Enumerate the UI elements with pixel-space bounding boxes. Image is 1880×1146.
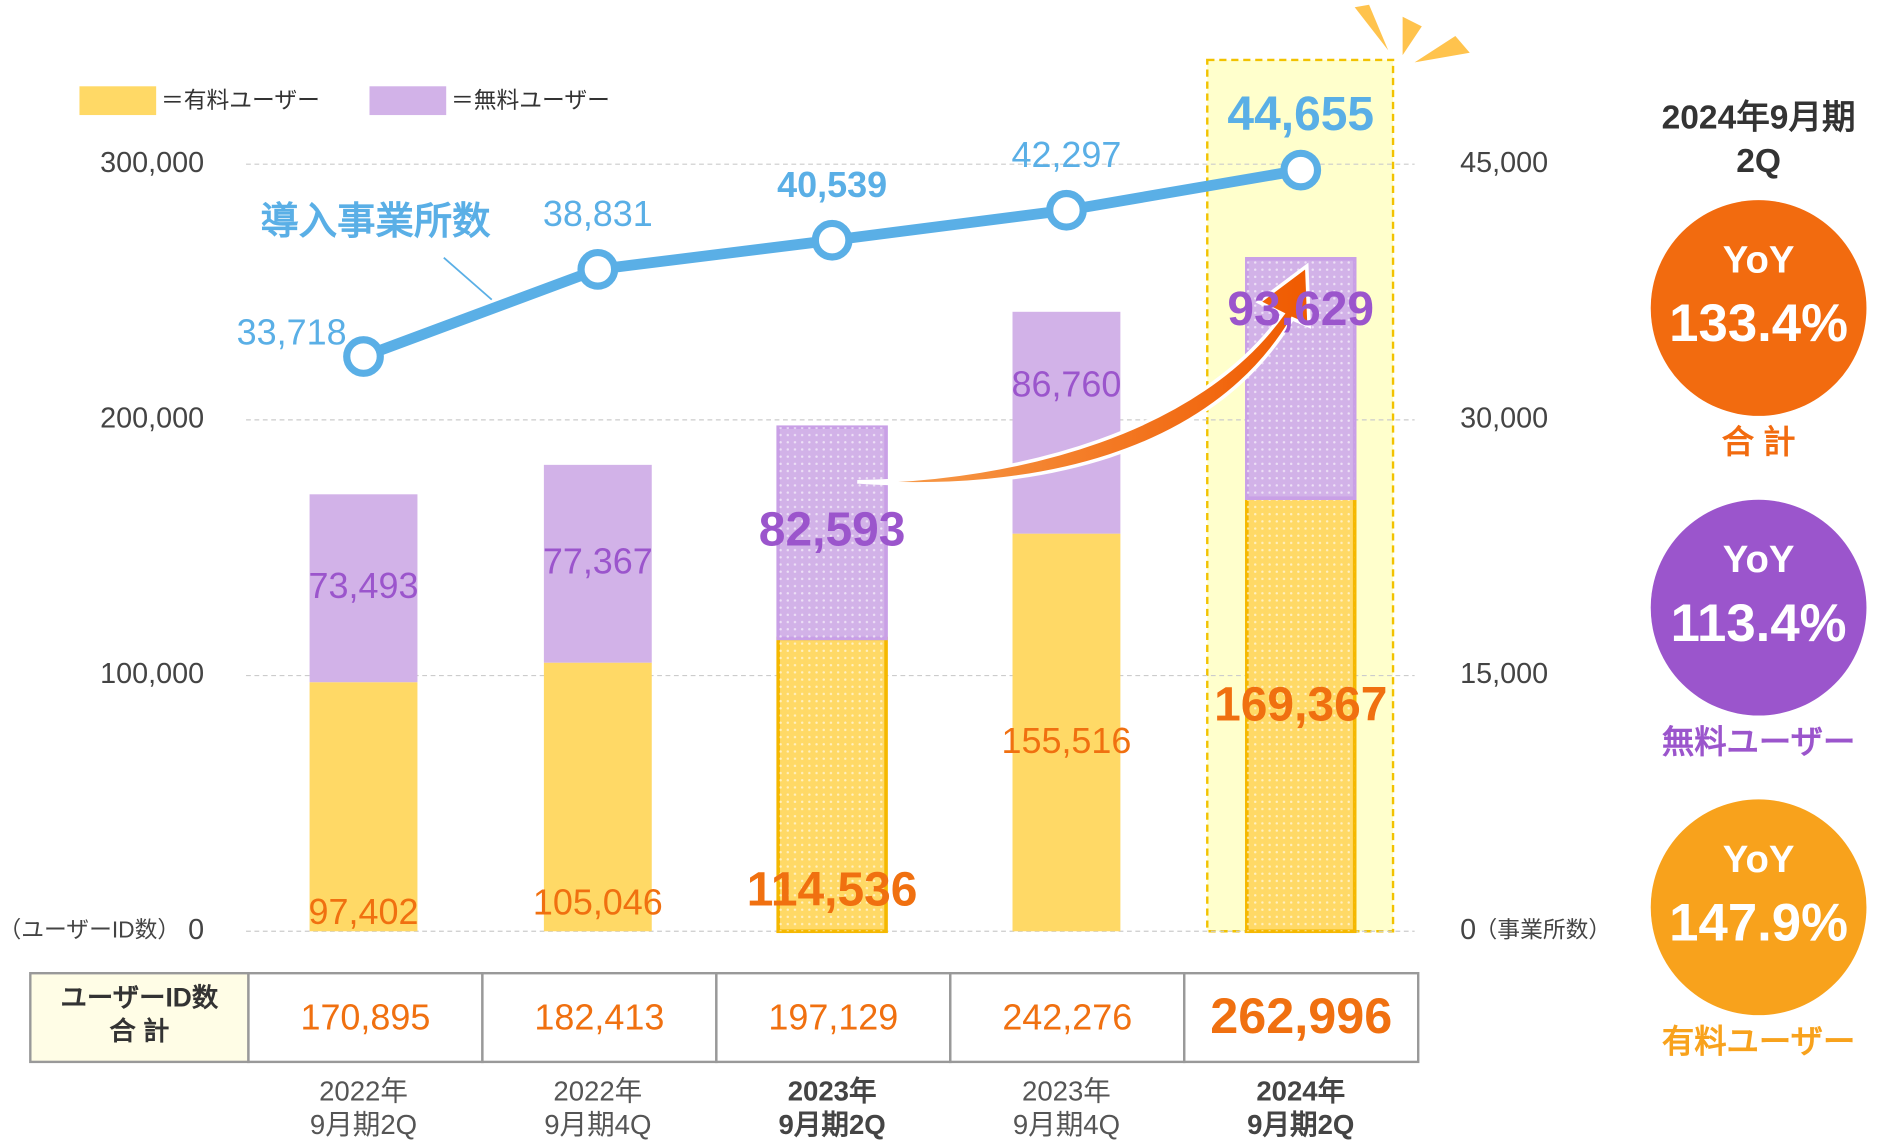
x-tick-label: 2022年 xyxy=(319,1075,408,1106)
bar-value-label: 105,046 xyxy=(533,881,663,922)
bar-segment xyxy=(1012,533,1121,932)
bar-segment xyxy=(1012,311,1121,534)
table-cell xyxy=(715,972,952,1064)
x-tick-label: 2023年 xyxy=(1022,1075,1111,1106)
bar-segment xyxy=(543,662,652,932)
yoy-label: YoY xyxy=(1723,239,1795,282)
legend-label: ＝無料ユーザー xyxy=(451,87,610,113)
yoy-name: 有料ユーザー xyxy=(1662,1023,1856,1059)
x-tick-label: 2022年 xyxy=(553,1075,642,1106)
table-cell xyxy=(1183,972,1420,1064)
x-tick-label: 2023年 xyxy=(788,1075,877,1106)
y2-tick-label: 0 xyxy=(1460,914,1476,946)
line-value-label: 40,539 xyxy=(777,164,887,205)
sparks xyxy=(1354,4,1470,63)
table-header-cell xyxy=(29,972,250,1064)
y-tick-label: 300,000 xyxy=(100,147,204,179)
yoy-value: 147.9% xyxy=(1669,893,1848,952)
x-tick-label: 9月期2Q xyxy=(1247,1109,1354,1140)
legend-label: ＝有料ユーザー xyxy=(161,87,320,113)
x-tick-label: 9月期2Q xyxy=(310,1109,417,1140)
legend-swatch xyxy=(369,86,447,116)
bar-value-label: 97,402 xyxy=(309,891,419,932)
y2-axis-label: （事業所数） xyxy=(1475,916,1612,942)
yoy-name: 合 計 xyxy=(1722,424,1796,460)
table-cell xyxy=(949,972,1186,1064)
yoy-label: YoY xyxy=(1723,838,1795,881)
y2-tick-label: 15,000 xyxy=(1460,658,1548,690)
bar-value-label: 169,367 xyxy=(1214,679,1387,732)
y2-tick-label: 45,000 xyxy=(1460,147,1548,179)
line-point xyxy=(811,219,853,261)
legend-swatch xyxy=(79,86,157,116)
table-value: 170,895 xyxy=(300,996,430,1037)
bar-value-label: 155,516 xyxy=(1001,720,1131,761)
line-value-label: 44,655 xyxy=(1227,88,1374,141)
y-tick-label: 200,000 xyxy=(100,402,204,434)
x-tick-label: 9月期4Q xyxy=(1013,1109,1120,1140)
yoy-circle xyxy=(1650,499,1867,716)
y-tick-label: 100,000 xyxy=(100,658,204,690)
x-tick-label: 9月期2Q xyxy=(779,1109,886,1140)
bar-pattern xyxy=(778,427,887,639)
bar-value-label: 86,760 xyxy=(1011,363,1121,404)
table-value: 197,129 xyxy=(768,996,898,1037)
bar-segment xyxy=(543,464,652,663)
table-cell xyxy=(247,972,484,1064)
leader xyxy=(443,257,493,301)
bar-segment xyxy=(309,494,418,683)
bar-value-label: 114,536 xyxy=(747,863,918,916)
table-value: 242,276 xyxy=(1002,996,1132,1037)
yoy-circle xyxy=(1650,200,1867,416)
bar-value-label: 82,593 xyxy=(759,503,906,556)
bar-pattern xyxy=(1246,498,1355,932)
yoy-value: 133.4% xyxy=(1669,294,1848,353)
line-point xyxy=(343,336,384,377)
line-series-label: 導入事業所数 xyxy=(260,200,491,243)
table-value: 182,413 xyxy=(534,996,664,1037)
line-point xyxy=(1046,189,1087,231)
line-value-label: 33,718 xyxy=(237,311,347,352)
y-axis-label: （ユーザーID数） xyxy=(0,916,180,942)
bar-value-label: 77,367 xyxy=(543,540,653,581)
yoy-label: YoY xyxy=(1723,538,1795,581)
yoy-title: 2024年9月期 xyxy=(1662,99,1856,137)
line-value-label: 38,831 xyxy=(543,193,653,234)
table-value: 262,996 xyxy=(1210,987,1392,1044)
table-header: 合 計 xyxy=(109,1016,169,1046)
bar-pattern xyxy=(778,638,887,932)
line-point xyxy=(577,248,619,290)
bar-segment xyxy=(309,682,418,932)
x-tick-label: 2024年 xyxy=(1256,1075,1345,1106)
yoy-title: 2Q xyxy=(1736,143,1781,180)
yoy-circle xyxy=(1650,799,1867,1016)
y-tick-label: 0 xyxy=(188,914,204,946)
growth-arrow xyxy=(857,262,1312,486)
bar-value-label: 93,629 xyxy=(1227,283,1374,336)
bar-value-label: 73,493 xyxy=(309,565,419,606)
yoy-name: 無料ユーザー xyxy=(1662,724,1856,760)
table-header: ユーザーID数 xyxy=(61,983,219,1013)
line-value-label: 42,297 xyxy=(1011,134,1121,175)
x-tick-label: 9月期4Q xyxy=(544,1109,651,1140)
yoy-value: 113.4% xyxy=(1671,594,1847,653)
line-point xyxy=(1280,149,1322,191)
y2-tick-label: 30,000 xyxy=(1460,402,1548,434)
